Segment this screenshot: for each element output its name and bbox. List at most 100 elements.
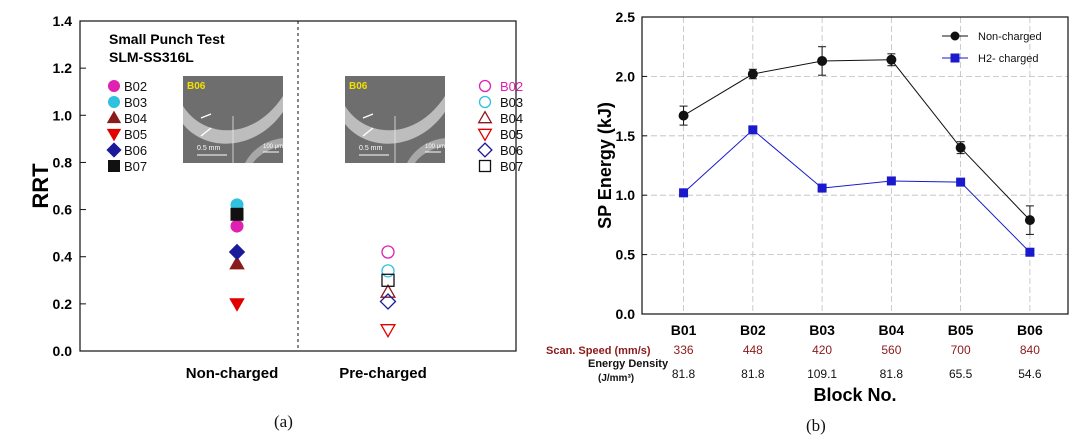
y-tick-label: 1.0 (53, 107, 73, 123)
data-point (817, 55, 828, 66)
legend-marker (950, 31, 960, 41)
data-point-b05 (229, 298, 245, 312)
legend-marker (477, 142, 493, 158)
data-point (1024, 215, 1035, 226)
y-tick-label: 0.0 (616, 306, 636, 322)
x-tick-label: B04 (879, 322, 905, 338)
inset-specimen-edge (407, 138, 445, 163)
legend-label: B05 (500, 127, 523, 142)
y-tick-label: 0.5 (616, 247, 636, 263)
legend-marker (106, 142, 122, 158)
data-point (886, 54, 897, 65)
y-tick-label: 1.5 (616, 128, 636, 144)
scan-speed-value: 560 (881, 343, 901, 357)
legend-marker (106, 128, 122, 142)
data-point-b03 (381, 264, 395, 278)
inset-arrow (362, 127, 374, 137)
y-tick-label: 1.2 (53, 60, 73, 76)
x-category-label: Pre-charged (339, 365, 427, 382)
data-point-b02 (230, 219, 244, 233)
data-point (747, 69, 758, 80)
legend-label: B04 (124, 111, 147, 126)
inset-scale-text: 0.5 mm (197, 145, 221, 152)
chart-a: 0.0 0.2 0.4 0.6 0.8 1.0 1.2 1.4 RRT Non-charged Pr… (28, 13, 523, 382)
data-point-b02 (381, 245, 395, 259)
data-point-b06 (379, 293, 397, 310)
legend-label: B02 (500, 79, 523, 94)
data-point (678, 110, 689, 121)
legend-marker (950, 53, 960, 63)
data-point (955, 142, 966, 153)
y-tick-label: 2.5 (616, 9, 636, 25)
y-tick-label: 0.6 (53, 202, 73, 218)
scan-speed-value: 448 (743, 343, 763, 357)
series-line-non-charged (683, 59, 1031, 221)
scan-speed-value: 420 (812, 343, 832, 357)
legend-label: B06 (124, 143, 147, 158)
legend-marker (106, 110, 122, 124)
data-point-b07 (230, 207, 244, 221)
energy-density-value: 81.8 (672, 367, 696, 381)
x-tick-label: B06 (1017, 322, 1043, 338)
row-label-energy-density: Energy Density (588, 358, 669, 370)
inset-arrow (200, 127, 212, 137)
legend-marker (477, 110, 493, 124)
panel-label-a: (a) (274, 412, 293, 431)
inset-specimen-band (345, 96, 445, 144)
energy-density-value: 81.8 (741, 367, 765, 381)
scan-speed-value: 336 (674, 343, 694, 357)
y-axis-title: RRT (28, 163, 53, 209)
x-category-label: Non-charged (186, 365, 279, 382)
inset-specimen-band (183, 96, 283, 144)
inset-specimen-edge (245, 138, 283, 163)
legend-marker (108, 96, 120, 108)
y-axis-title: SP Energy (kJ) (595, 102, 615, 229)
sem-inset-image: B06 0.5 mm 100 μm (345, 76, 445, 163)
legend-marker (108, 160, 120, 172)
data-point-b04 (229, 255, 245, 270)
legend-marker (478, 159, 492, 173)
y-tick-label: 0.2 (53, 296, 73, 312)
inset-label: B06 (187, 81, 206, 92)
panel-label-b: (b) (806, 416, 826, 435)
legend-label: B07 (500, 159, 523, 174)
legend-label: B07 (124, 159, 147, 174)
x-tick-label: B03 (809, 322, 835, 338)
data-point-b06 (228, 243, 246, 261)
series-line-h2-charged (683, 129, 1031, 253)
y-tick-label: 0.0 (53, 343, 73, 359)
x-axis-title: Block No. (813, 385, 896, 405)
energy-density-value: 81.8 (880, 367, 904, 381)
y-tick-label: 2.0 (616, 68, 636, 84)
chart-title: Small Punch Test (109, 31, 225, 47)
x-tick-label: B05 (948, 322, 974, 338)
legend-label: B06 (500, 143, 523, 158)
legend-label: H2- charged (978, 53, 1039, 65)
data-point (1025, 247, 1035, 257)
y-tick-label: 0.4 (53, 249, 73, 265)
y-tick-label: 1.0 (616, 187, 636, 203)
scan-speed-value: 700 (951, 343, 971, 357)
x-tick-label: B01 (671, 322, 697, 338)
energy-density-value: 109.1 (807, 367, 837, 381)
inset-bar-text: 100 μm (425, 144, 445, 150)
plot-frame (641, 16, 1069, 315)
legend-label: B03 (124, 95, 147, 110)
data-point-b07 (381, 273, 395, 287)
y-tick-label: 0.8 (53, 154, 73, 170)
legend-label: B03 (500, 95, 523, 110)
data-point-b05 (379, 324, 397, 338)
data-point (956, 177, 966, 187)
inset-bar-text: 100 μm (263, 144, 283, 150)
legend-marker (477, 128, 493, 142)
energy-density-value: 65.5 (949, 367, 973, 381)
chart-subtitle: SLM-SS316L (109, 49, 194, 65)
data-point (886, 176, 896, 186)
row-label-energy-density-unit: (J/mm³) (598, 373, 634, 384)
y-tick-label: 1.4 (53, 13, 73, 29)
legend-marker (478, 95, 492, 109)
data-point (679, 188, 689, 198)
inset-arrow (200, 113, 212, 119)
sem-inset-image: B06 0.5 mm 100 μm (183, 76, 283, 163)
legend-marker (478, 79, 492, 93)
